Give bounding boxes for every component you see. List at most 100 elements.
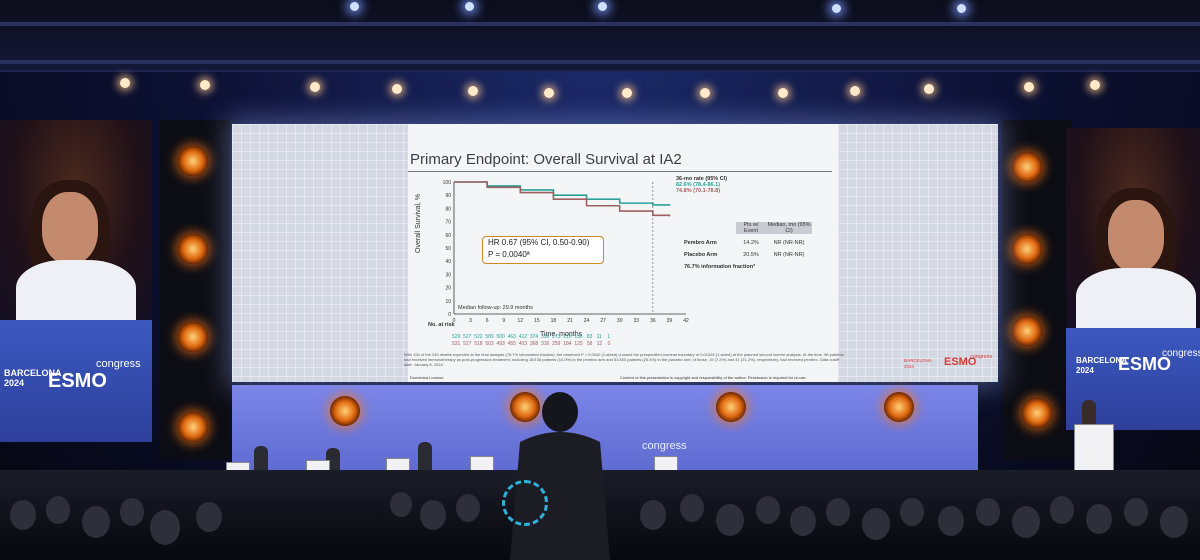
y-tick-label: 40 [445,259,451,265]
orange-light [510,392,540,422]
rate-block: 36-mo rate (95% CI) 82.6% (78.4-86.1) 74… [676,176,816,194]
truss-bar [0,60,1200,64]
table-cell: NR (NR-NR) [773,240,805,246]
table-row: Pembro Arm 14.2% NR (NR-NR) [684,240,812,246]
audience-head [900,498,924,526]
stage-light [1024,82,1034,92]
table-row: Placebo Arm 20.5% NR (NR-NR) [684,252,812,258]
stage-light [924,84,934,94]
orange-light [178,412,208,442]
audience-head [196,502,222,532]
blue-light [598,2,607,11]
orange-light [1012,234,1042,264]
stage-banner-text: congress [642,440,687,452]
hazard-ratio: HR 0.67 (95% CI, 0.50-0.90) [488,238,590,247]
median-followup: Median follow-up: 29.9 months [458,305,533,311]
audience-head [640,500,666,530]
table-cell: 20.5% [743,252,759,258]
orange-light [1012,316,1042,346]
left-side-screen: BARCELONA 2024 ESMO congress [0,120,152,442]
event-table: Pts w/ Event Median, mo (95% CI) Pembro … [684,222,812,270]
x-tick-label: 9 [502,318,505,324]
x-tick-label: 27 [600,318,606,324]
audience-head [1086,504,1112,534]
presenter-name: Domenica Lorusso [410,375,444,380]
city-label: BARCELONA [1076,356,1128,365]
audience-head [680,494,704,522]
orange-light [178,146,208,176]
audience-head [716,504,744,537]
stage-light [850,86,860,96]
risk-row-placebo: 531 527 518 503 493 455 403 368 316 259 … [452,341,611,347]
x-tick-label: 42 [683,318,689,324]
side-screen-banner: BARCELONA 2024 ESMO congress [1066,328,1200,430]
speaker-video [0,120,152,330]
audience-head [826,498,850,526]
audience-head [82,506,110,539]
stage-light [392,84,402,94]
x-tick-label: 21 [567,318,573,324]
y-tick-label: 0 [448,312,451,318]
audience-head [150,510,180,545]
speaker-pillar [160,120,230,460]
p-value: P = 0.0040ª [488,250,530,259]
screen-pattern-left [232,124,408,382]
stage-light [468,86,478,96]
standing-attendee [510,392,610,560]
year-label: 2024 [1076,366,1094,375]
audience-head [46,496,70,524]
audience-head [790,506,816,536]
audience-head [390,492,412,518]
risk-row-pembro: 529 527 522 509 500 463 412 374 336 273 … [452,334,611,340]
title-rule [408,171,832,172]
y-tick-label: 10 [445,299,451,305]
x-tick-label: 30 [617,318,623,324]
audience-head [976,498,1000,526]
blue-light [465,2,474,11]
truss-bar [0,22,1200,26]
blue-light [350,2,359,11]
slide [408,124,838,382]
y-tick-label: 20 [445,286,451,292]
stage-light [622,88,632,98]
x-tick-label: 39 [667,318,673,324]
y-tick-label: 70 [445,220,451,226]
y-tick-label: 60 [445,233,451,239]
orange-light [178,322,208,352]
blue-light [832,4,841,13]
y-tick-label: 30 [445,272,451,278]
slide-footnote: With 194 of the 240 deaths expected at t… [404,352,844,367]
copyright-notice: Content of this presentation is copyrigh… [620,375,807,380]
table-header: Pts w/ Event [736,222,766,234]
table-cell: NR (NR-NR) [773,252,805,258]
table-cell: 14.2% [743,240,759,246]
audience-head [756,496,780,524]
rate-placebo: 74.8% (70.1-78.8) [676,188,721,194]
x-tick-label: 36 [650,318,656,324]
audience-head [1160,506,1188,539]
rate-header: 36-mo rate (95% CI) [676,176,728,182]
table-cell: Pembro Arm [684,240,717,246]
stage-light [120,78,130,88]
lectern [1074,424,1114,474]
table-cell: Placebo Arm [684,252,718,258]
y-tick-label: 100 [443,180,452,186]
city-label: BARCELONA [4,368,62,378]
audience-head [456,494,480,522]
x-tick-label: 6 [486,318,489,324]
orange-light [330,396,360,426]
x-tick-label: 3 [469,318,472,324]
series-line [454,181,671,217]
x-tick-label: 18 [551,318,557,324]
stage-light [544,88,554,98]
audience-head [10,500,36,530]
orange-light [178,234,208,264]
lanyard-badge-icon [502,480,548,526]
series-line [454,181,671,206]
info-fraction: 76.7% information fractionª [684,264,756,270]
audience-head [938,506,964,536]
x-axis-label: Time, months [540,331,583,338]
congress-word: congress [970,354,993,360]
speaker-shirt [1076,268,1196,338]
